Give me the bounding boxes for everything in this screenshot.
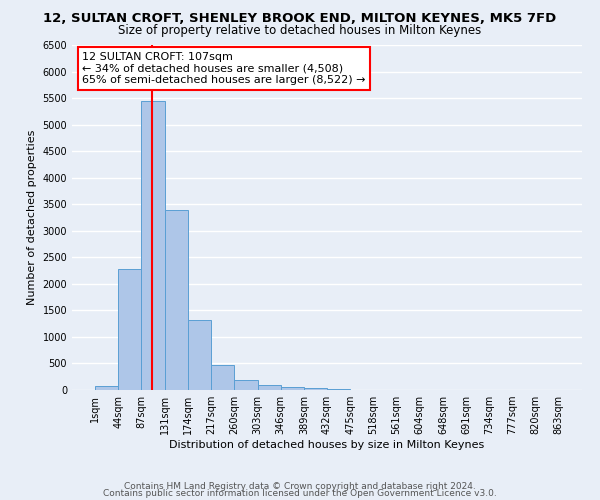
Y-axis label: Number of detached properties: Number of detached properties: [27, 130, 37, 305]
Bar: [118, 269, 142, 390]
Bar: [211, 364, 235, 390]
Bar: [142, 100, 165, 390]
Text: Contains HM Land Registry data © Crown copyright and database right 2024.: Contains HM Land Registry data © Crown c…: [124, 482, 476, 491]
Text: 12 SULTAN CROFT: 107sqm
← 34% of detached houses are smaller (4,508)
65% of semi: 12 SULTAN CROFT: 107sqm ← 34% of detache…: [82, 52, 366, 85]
Bar: [304, 388, 327, 390]
Bar: [327, 389, 350, 390]
Text: Contains public sector information licensed under the Open Government Licence v3: Contains public sector information licen…: [103, 489, 497, 498]
Bar: [188, 320, 211, 390]
Text: Size of property relative to detached houses in Milton Keynes: Size of property relative to detached ho…: [118, 24, 482, 37]
Bar: [281, 388, 304, 390]
Bar: [235, 380, 257, 390]
X-axis label: Distribution of detached houses by size in Milton Keynes: Distribution of detached houses by size …: [169, 440, 485, 450]
Bar: [257, 385, 281, 390]
Bar: [95, 386, 118, 390]
Text: 12, SULTAN CROFT, SHENLEY BROOK END, MILTON KEYNES, MK5 7FD: 12, SULTAN CROFT, SHENLEY BROOK END, MIL…: [43, 12, 557, 26]
Bar: [165, 210, 188, 390]
